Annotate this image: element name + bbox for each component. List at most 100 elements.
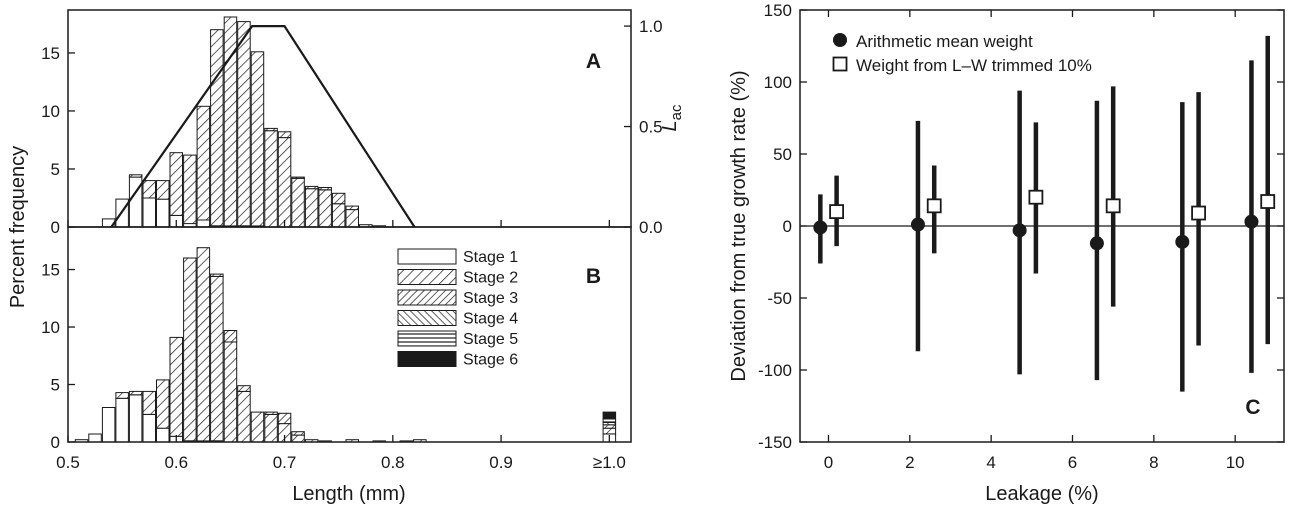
y-tick-label: 15 — [41, 261, 60, 280]
bar-b-2-stage1 — [101, 407, 116, 443]
bar-a-14-stage3 — [291, 176, 305, 179]
panel-a-y-ticks: 0 5 10 15 — [41, 44, 75, 237]
marker-mean-weight — [1244, 214, 1259, 229]
y2-tick-label: 0.0 — [639, 218, 663, 237]
bar-a-4-stage1 — [156, 198, 170, 228]
y2-tick-label: 1.0 — [639, 17, 663, 36]
panel-b-x-ticks: 0.5 0.6 0.7 0.8 0.9 ≥1.0 — [56, 435, 626, 472]
bar-b-13-stage2 — [250, 411, 265, 443]
y2-title-sub: ac — [668, 104, 685, 120]
bar-a-18-stage3 — [345, 205, 359, 211]
legend-label: Stage 6 — [463, 352, 518, 369]
panel-a-y2-ticks: 0.0 0.5 1.0 — [624, 17, 663, 237]
y2-tick-label: 0.5 — [639, 118, 663, 137]
bar-b-1-stage1 — [88, 433, 102, 443]
marker-trimmed-weight — [829, 204, 845, 220]
panel-b-y-ticks: 0 5 10 15 — [41, 261, 75, 452]
panel-c-letter: C — [1245, 396, 1260, 419]
bar-b-11-stage2 — [223, 341, 238, 443]
bar-a-10-stage2 — [237, 21, 251, 227]
bar-a-7-stage2 — [196, 105, 211, 221]
marker-trimmed-weight — [1260, 194, 1276, 209]
bar-a-4-stage2 — [156, 180, 170, 200]
y-tick-label: 0 — [51, 433, 60, 452]
panel-c: -150 -100 -50 0 50 100 150 0 2 4 6 8 10 C Leakage (… — [728, 1, 1285, 505]
panel-a-y2-axis-title: Lac — [659, 104, 685, 131]
bar-b-3-stage2 — [115, 392, 129, 399]
bar-a-17-stage3 — [331, 192, 346, 205]
bar-a-15-stage3 — [304, 185, 319, 190]
legend-label: Stage 4 — [463, 311, 518, 328]
panel-c-points — [813, 35, 1276, 392]
bar-a-18-stage2 — [345, 209, 359, 228]
x-tick-label: 4 — [986, 453, 995, 472]
panel-a-lac-line — [110, 25, 416, 228]
x-tick-label: 6 — [1068, 453, 1077, 472]
bar-a-6-stage2 — [183, 154, 197, 225]
bar-b-4-stage1 — [128, 394, 143, 443]
x-tick-label: 0.7 — [273, 453, 297, 472]
svg-text:Lac: Lac — [659, 104, 685, 131]
legend-label: Stage 5 — [463, 331, 518, 348]
legend-label: Arithmetic mean weight — [856, 32, 1033, 51]
bar-a-17-stage2 — [331, 203, 346, 228]
bar-b-15-stage3 — [277, 412, 292, 425]
bar-a-16-stage3 — [318, 187, 332, 191]
marker-trimmed-weight — [926, 198, 942, 214]
y-tick-label: 50 — [773, 145, 792, 164]
bar-a-13-stage3 — [277, 131, 292, 139]
y-tick-label: 5 — [51, 376, 60, 395]
bar-b-3-stage1 — [115, 397, 129, 443]
bar-b-29-stage2 — [602, 427, 617, 435]
bar-a-9-stage2 — [223, 16, 238, 227]
bar-b-29-stage3 — [602, 424, 617, 429]
panel-c-legend: Arithmetic mean weight Weight from L–W tr… — [832, 32, 1092, 75]
bar-b-11-stage3 — [223, 330, 238, 343]
x-tick-label: 2 — [905, 453, 914, 472]
panel-c-x-axis-title: Leakage (%) — [985, 483, 1098, 505]
panel-a: 0 5 10 15 0.0 0.5 1.0 A Lac — [41, 9, 685, 237]
y-tick-label: 0 — [783, 217, 792, 236]
y-tick-label: 15 — [41, 44, 60, 63]
legend-label: Stage 3 — [463, 290, 518, 307]
bar-b-16-stage2 — [291, 434, 305, 443]
bar-b-29-stage6 — [602, 411, 617, 420]
panel-a-letter: A — [586, 50, 601, 73]
legend-label: Stage 1 — [463, 249, 518, 266]
x-tick-label: 0.5 — [56, 453, 80, 472]
panel-a-x-ticks — [67, 220, 610, 227]
bar-a-12-stage2 — [264, 130, 278, 228]
bar-b-10-stage3 — [210, 273, 224, 277]
marker-trimmed-weight — [1105, 198, 1121, 214]
bar-b-14-stage3 — [264, 411, 278, 415]
legend-marker-trimmed-weight — [832, 56, 848, 72]
bar-b-6-stage2 — [156, 379, 170, 429]
bar-a-2-stage2 — [128, 174, 143, 178]
panel-b-legend: Stage 1 Stage 2 Stage 3 Stage 4 Stage 5 Stage… — [397, 248, 518, 369]
bar-a-13-stage2 — [277, 137, 292, 228]
bar-a-12-stage3 — [264, 127, 278, 132]
x-tick-label: 0.6 — [164, 453, 188, 472]
marker-trimmed-weight — [1028, 189, 1044, 205]
legend-swatch-stage-4 — [397, 310, 457, 326]
bar-a-16-stage2 — [318, 189, 332, 228]
y-tick-label: -100 — [758, 361, 792, 380]
y2-title-main: L — [659, 120, 681, 131]
bar-b-12-stage3 — [237, 385, 251, 392]
marker-mean-weight — [910, 217, 925, 232]
marker-mean-weight — [1089, 236, 1104, 251]
panel-b-frame — [67, 226, 632, 443]
y-tick-label: 5 — [51, 160, 60, 179]
bar-b-16-stage3 — [291, 431, 305, 436]
panel-c-y-ticks: -150 -100 -50 0 50 100 150 — [758, 1, 1284, 452]
panel-c-y-axis-title: Deviation from true growth rate (%) — [728, 70, 750, 381]
bar-a-3-stage2 — [142, 180, 156, 199]
bar-b-7-stage2 — [169, 336, 183, 437]
y-axis-title: Percent frequency — [7, 146, 29, 308]
bar-b-12-stage2 — [237, 390, 251, 443]
panel-c-x-ticks: 0 2 4 6 8 10 — [824, 10, 1245, 472]
marker-mean-weight — [1175, 234, 1190, 249]
y-tick-label: 0 — [51, 218, 60, 237]
bar-b-9-stage2 — [196, 247, 211, 442]
